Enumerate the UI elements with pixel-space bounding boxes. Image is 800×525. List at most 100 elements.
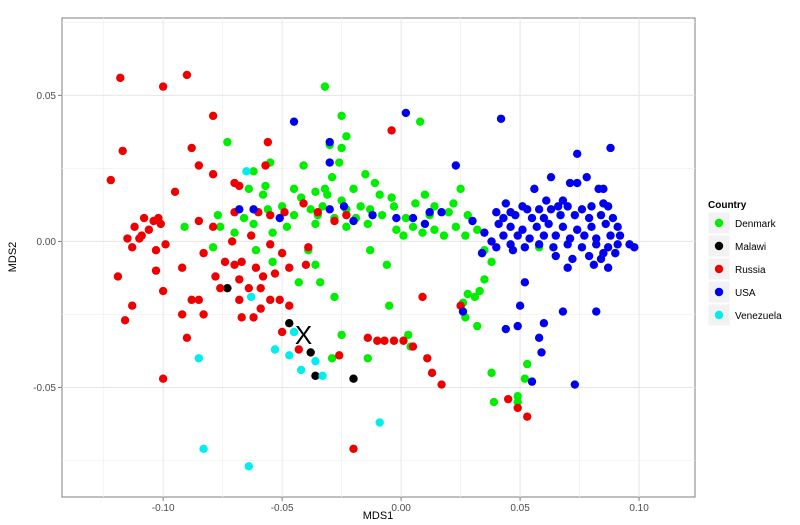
data-point-usa — [601, 219, 610, 229]
data-point-usa — [492, 243, 501, 252]
data-point-venezuela — [375, 418, 384, 427]
data-point-russia — [194, 161, 204, 170]
data-point-usa — [499, 213, 508, 223]
data-point-russia — [208, 170, 218, 179]
data-point-usa — [425, 208, 434, 217]
data-point-usa — [534, 333, 544, 343]
data-point-denmark — [349, 184, 358, 194]
data-point-denmark — [306, 205, 315, 214]
data-point-denmark — [487, 368, 496, 378]
data-point-denmark — [268, 228, 277, 237]
data-point-usa — [596, 254, 606, 264]
data-point-russia — [135, 234, 144, 243]
data-point-russia — [144, 225, 154, 234]
data-point-denmark — [268, 257, 277, 267]
data-point-russia — [387, 126, 396, 135]
data-point-russia — [158, 286, 168, 296]
y-axis-ticks: -0.05 0.00 0.05 — [33, 91, 62, 394]
data-point-denmark — [249, 219, 258, 229]
data-point-russia — [208, 222, 218, 232]
data-point-malawi — [223, 283, 232, 293]
data-point-usa — [570, 380, 580, 389]
data-point-usa — [458, 307, 468, 316]
data-point-venezuela — [242, 167, 251, 176]
data-point-usa — [325, 158, 334, 167]
data-point-usa — [501, 324, 511, 334]
data-point-usa — [539, 231, 549, 240]
data-point-denmark — [318, 202, 327, 211]
data-point-usa — [615, 231, 625, 240]
data-point-denmark — [261, 181, 270, 191]
data-point-usa — [480, 228, 489, 237]
data-point-russia — [349, 444, 358, 454]
data-point-denmark — [430, 202, 439, 211]
data-point-denmark — [208, 243, 218, 252]
data-point-russia — [177, 263, 187, 272]
data-point-denmark — [327, 172, 337, 182]
data-point-venezuela — [199, 444, 208, 454]
data-point-denmark — [480, 275, 489, 284]
data-point-russia — [151, 245, 161, 255]
data-point-russia — [123, 234, 132, 243]
data-point-denmark — [473, 225, 482, 234]
data-point-denmark — [463, 210, 472, 220]
data-point-usa — [392, 213, 401, 223]
data-point-usa — [577, 205, 587, 214]
data-point-usa — [249, 205, 258, 214]
data-point-usa — [549, 243, 558, 252]
data-point-denmark — [370, 178, 380, 188]
data-point-russia — [363, 333, 372, 343]
data-point-usa — [539, 213, 549, 223]
data-point-denmark — [420, 190, 430, 199]
data-point-denmark — [365, 245, 375, 255]
data-point-russia — [177, 310, 187, 319]
legend-marker-russia — [714, 264, 724, 274]
data-point-usa — [553, 202, 563, 211]
data-point-russia — [437, 380, 446, 389]
legend-marker-malawi — [714, 241, 724, 251]
data-point-russia — [118, 146, 127, 156]
data-point-russia — [277, 327, 287, 337]
data-point-denmark — [444, 208, 453, 217]
data-point-russia — [187, 143, 196, 153]
data-point-russia — [299, 199, 308, 208]
data-point-denmark — [216, 222, 225, 232]
data-point-denmark — [415, 117, 425, 126]
data-point-usa — [606, 231, 615, 240]
data-point-russia — [235, 275, 244, 284]
data-point-denmark — [244, 184, 254, 194]
data-point-usa — [401, 108, 411, 118]
data-point-usa — [596, 210, 606, 220]
data-point-russia — [513, 403, 522, 413]
data-point-russia — [285, 301, 294, 310]
data-point-russia — [194, 295, 204, 305]
data-point-denmark — [451, 222, 461, 232]
data-point-usa — [603, 202, 613, 211]
data-point-venezuela — [244, 462, 254, 471]
data-point-russia — [335, 351, 344, 360]
data-point-usa — [539, 319, 549, 328]
data-point-usa — [499, 231, 508, 240]
data-point-usa — [551, 231, 560, 240]
data-point-russia — [280, 208, 289, 217]
data-point-usa — [565, 178, 575, 188]
legend-marker-usa — [714, 287, 724, 297]
data-point-usa — [603, 243, 613, 252]
data-point-russia — [194, 216, 204, 226]
data-point-russia — [423, 354, 432, 363]
data-point-russia — [199, 248, 208, 258]
data-point-russia — [161, 240, 170, 249]
data-point-denmark — [449, 199, 458, 208]
data-point-usa — [582, 172, 591, 182]
data-point-denmark — [463, 289, 472, 299]
data-point-usa — [523, 205, 532, 214]
data-point-russia — [182, 333, 192, 343]
data-point-denmark — [299, 161, 308, 170]
data-point-usa — [520, 278, 530, 287]
data-point-denmark — [223, 137, 232, 147]
data-point-venezuela — [194, 354, 204, 363]
data-point-denmark — [330, 292, 339, 302]
data-point-russia — [220, 257, 230, 267]
data-point-denmark — [489, 397, 499, 407]
